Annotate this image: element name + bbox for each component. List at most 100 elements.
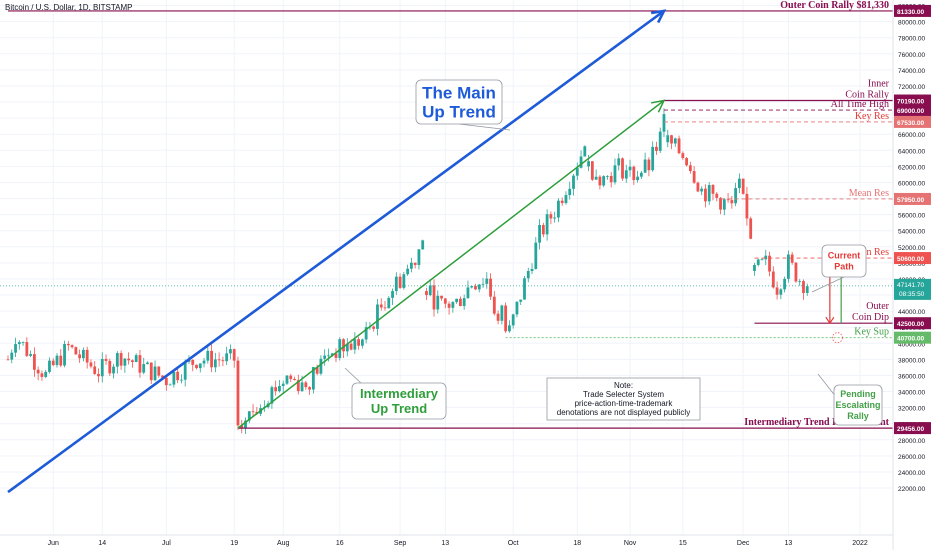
candle-body <box>323 355 327 359</box>
candle-body <box>685 158 688 166</box>
candle <box>485 272 489 289</box>
candle-body <box>78 354 82 359</box>
candle-body <box>376 304 379 329</box>
price-level-tag: 81330.00 <box>894 4 931 17</box>
candle <box>379 298 383 311</box>
candle <box>311 366 315 394</box>
candle-body <box>17 342 21 345</box>
candle <box>342 338 345 358</box>
candle-body <box>164 377 168 386</box>
price-level-tag-text: 57950.00 <box>897 197 924 204</box>
candle <box>176 368 180 384</box>
candle <box>741 178 745 195</box>
time-tick-label: Jul <box>162 540 171 547</box>
candle <box>440 295 443 301</box>
candle-body <box>176 371 180 381</box>
candle <box>319 355 323 376</box>
candle <box>624 164 628 183</box>
candle <box>443 298 447 309</box>
price-level-tag-bg <box>894 192 931 205</box>
candle-body <box>206 350 210 361</box>
candle-body <box>315 367 319 374</box>
candle-body <box>123 358 127 366</box>
candle <box>14 337 17 357</box>
candle <box>119 350 123 370</box>
candle <box>10 349 14 364</box>
candle <box>579 150 583 169</box>
candle <box>583 145 587 157</box>
candle <box>55 353 59 368</box>
candle <box>112 363 115 379</box>
candle <box>798 279 802 286</box>
candle <box>711 183 715 201</box>
candle <box>413 262 417 269</box>
candle-body <box>734 188 738 204</box>
candle-body <box>523 278 526 300</box>
candle-body <box>338 339 342 358</box>
current-price-tag: 47141.70 08:35:50 <box>894 278 931 300</box>
candle <box>274 380 278 396</box>
candle <box>425 287 428 300</box>
callout-main-up-trend-pointer <box>458 123 511 131</box>
candle <box>530 263 534 275</box>
candle <box>688 161 692 174</box>
candle-body <box>617 158 621 166</box>
candle <box>462 294 466 310</box>
candle-body <box>180 379 183 381</box>
level-annotation: Mean Res <box>849 247 889 258</box>
candle <box>202 357 206 368</box>
candle-body <box>63 343 66 366</box>
candle <box>157 366 161 378</box>
candle-body <box>334 353 338 358</box>
candle <box>353 332 357 354</box>
candle-body <box>768 255 771 272</box>
candle <box>409 257 413 273</box>
candle-body <box>519 299 523 302</box>
candle-body <box>741 178 745 194</box>
candle-body <box>183 361 187 380</box>
price-tick-label: 24000.00 <box>898 470 925 477</box>
candle <box>722 197 726 216</box>
candle-body <box>357 339 361 346</box>
time-tick-label: 13 <box>784 540 792 547</box>
candle <box>760 258 764 261</box>
price-tick-label: 44000.00 <box>898 309 925 316</box>
candle-body <box>293 379 296 381</box>
trend-line <box>7 9 665 494</box>
candle <box>138 350 142 378</box>
candle <box>210 344 213 373</box>
candle-body <box>609 175 613 183</box>
price-level-tag-text: 50600.00 <box>897 256 924 263</box>
time-tick-label: Aug <box>277 540 290 547</box>
candle <box>115 351 119 374</box>
candle <box>180 374 183 384</box>
levels-layer: ImpendingOuter Coin Rally $81,330 InnerCo… <box>0 0 893 429</box>
level-annotation: Key Sup <box>854 327 889 338</box>
candle-body <box>195 364 198 369</box>
candle <box>541 222 545 238</box>
price-level-tag-bg <box>894 252 931 265</box>
candle <box>730 195 734 209</box>
candle <box>131 359 134 368</box>
candle <box>360 338 364 349</box>
candle <box>32 347 36 377</box>
candle <box>768 251 771 277</box>
candle <box>590 161 594 182</box>
candle-body <box>217 359 221 361</box>
candle-body <box>643 159 647 173</box>
candle-body <box>798 281 802 282</box>
candle-body <box>191 359 195 365</box>
candle-body <box>583 146 587 157</box>
candle <box>643 152 647 173</box>
candle <box>538 219 541 250</box>
candle-body <box>749 218 753 239</box>
candle <box>523 275 526 300</box>
candle <box>802 279 805 300</box>
candle <box>66 341 70 351</box>
candle <box>753 262 756 276</box>
candle-body <box>481 283 485 285</box>
candle <box>82 347 85 362</box>
candle <box>40 370 44 381</box>
